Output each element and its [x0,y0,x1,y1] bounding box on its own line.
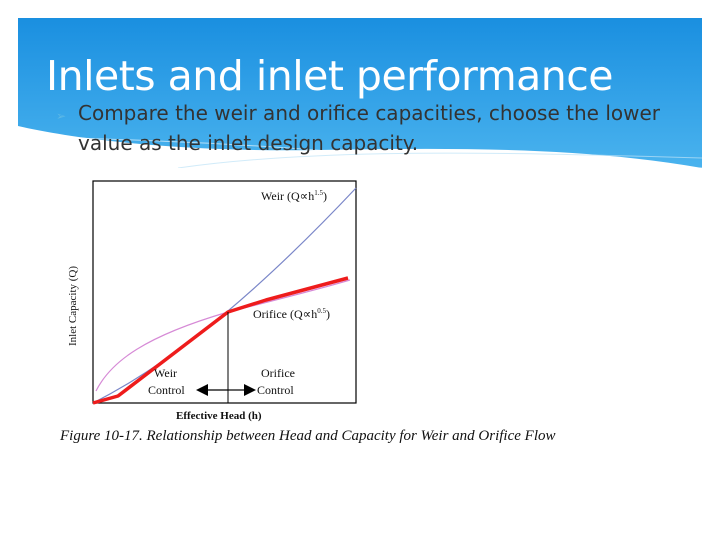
weir-control-line1: Weir [154,366,177,380]
arrow-right-icon [244,384,256,396]
orifice-control-line1: Orifice [261,366,295,380]
orifice-curve [95,279,351,392]
figure-caption: Figure 10-17. Relationship between Head … [60,428,556,444]
design-capacity-curve [92,276,349,405]
bullet-arrow-icon: ➢ [56,109,67,123]
arrow-left-icon [196,384,208,396]
y-axis-label: Inlet Capacity (Q) [67,266,79,346]
plot-frame [92,180,357,404]
weir-curve [92,187,357,404]
weir-orifice-diagram: Inlet Capacity (Q) Effective Head (h) We… [67,180,357,422]
weir-label: Weir (Q∝h1.5) [261,189,327,203]
bullet-text: Compare the weir and orifice capacities,… [78,101,660,155]
banner-background [18,18,702,168]
weir-control-line2: Control [148,383,185,397]
title-banner [18,18,702,168]
orifice-label: Orifice (Q∝h0.5) [253,307,330,321]
orifice-control-line2: Control [257,383,294,397]
x-axis-label: Effective Head (h) [176,410,262,422]
slide-title: Inlets and inlet performance [46,52,614,100]
